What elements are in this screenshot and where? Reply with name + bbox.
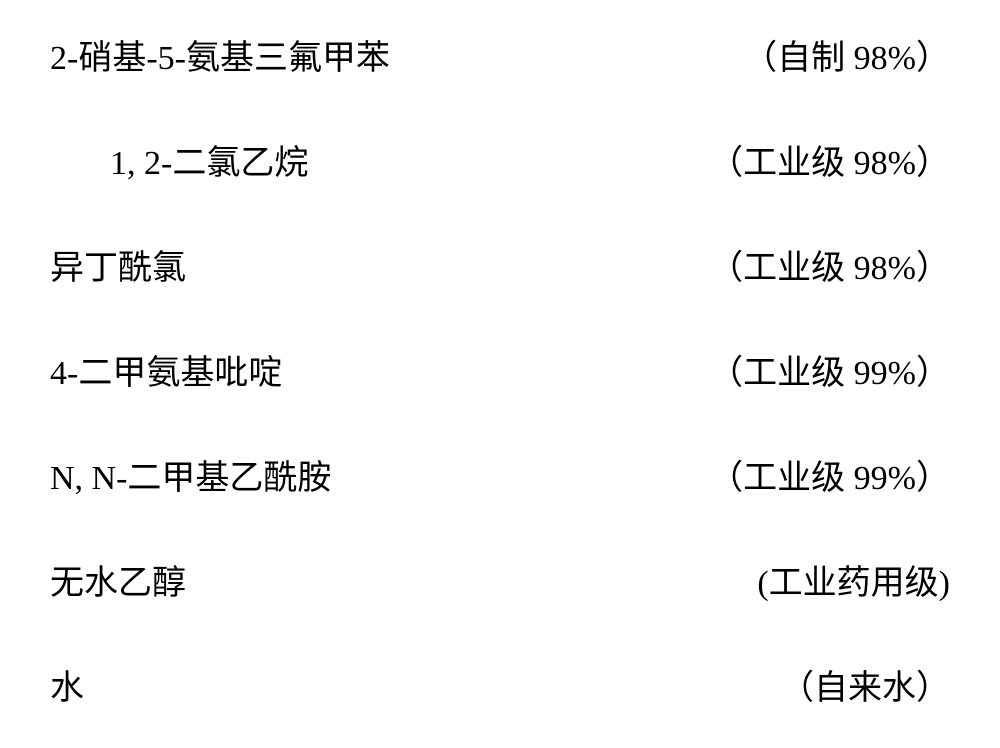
chemical-name: 异丁酰氯 [50, 240, 186, 289]
table-row: 2-硝基-5-氨基三氟甲苯 （自制 98%） [50, 30, 950, 79]
table-row: 4-二甲氨基吡啶 （工业级 99%） [50, 345, 950, 394]
chemical-spec: （工业级 99%） [709, 450, 950, 499]
chemical-spec: （工业级 98%） [709, 240, 950, 289]
chemical-name: N, N-二甲基乙酰胺 [50, 450, 331, 499]
chemical-name: 无水乙醇 [50, 555, 186, 604]
chemical-table: 2-硝基-5-氨基三氟甲苯 （自制 98%） 1, 2-二氯乙烷 （工业级 98… [50, 30, 950, 709]
chemical-spec: (工业药用级) [757, 555, 950, 604]
chemical-spec: （自制 98%） [743, 30, 950, 79]
chemical-name: 1, 2-二氯乙烷 [50, 135, 308, 184]
chemical-name: 2-硝基-5-氨基三氟甲苯 [50, 30, 390, 79]
chemical-spec: （自来水） [780, 660, 950, 709]
chemical-name: 4-二甲氨基吡啶 [50, 345, 282, 394]
table-row: 1, 2-二氯乙烷 （工业级 98%） [50, 135, 950, 184]
chemical-spec: （工业级 98%） [709, 135, 950, 184]
table-row: N, N-二甲基乙酰胺 （工业级 99%） [50, 450, 950, 499]
table-row: 水 （自来水） [50, 660, 950, 709]
chemical-name: 水 [50, 660, 84, 709]
chemical-spec: （工业级 99%） [709, 345, 950, 394]
table-row: 异丁酰氯 （工业级 98%） [50, 240, 950, 289]
table-row: 无水乙醇 (工业药用级) [50, 555, 950, 604]
